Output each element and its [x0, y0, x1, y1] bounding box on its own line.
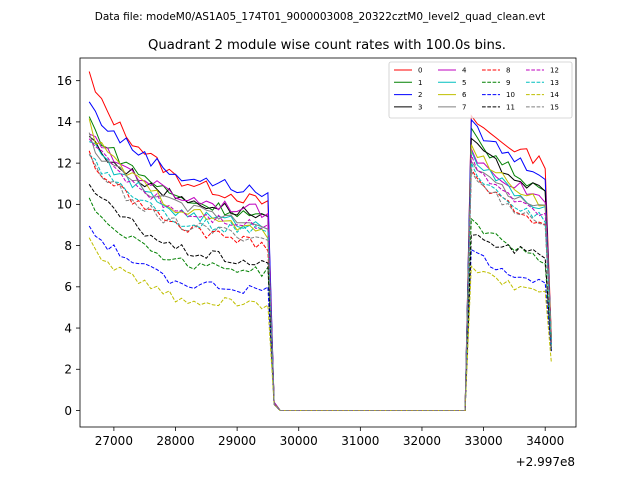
x-tick-label: 31000 — [341, 434, 379, 448]
legend-label-8: 8 — [506, 67, 510, 75]
legend-label-12: 12 — [550, 67, 559, 75]
legend-label-2: 2 — [418, 91, 422, 99]
x-tick-label: 27000 — [95, 434, 133, 448]
y-tick-label: 2 — [64, 363, 72, 377]
y-tick-label: 8 — [64, 239, 72, 253]
legend-label-9: 9 — [506, 79, 510, 87]
legend-frame — [388, 61, 573, 119]
legend-label-5: 5 — [462, 79, 466, 87]
legend-label-3: 3 — [418, 104, 422, 112]
legend-label-4: 4 — [462, 67, 467, 75]
x-tick-label: 28000 — [156, 434, 194, 448]
figure-suptitle: Data file: modeM0/AS1A05_174T01_90000030… — [95, 11, 546, 23]
y-tick-label: 16 — [57, 74, 72, 88]
legend-label-10: 10 — [506, 91, 515, 99]
legend-label-6: 6 — [462, 91, 467, 99]
series-line-15 — [88, 153, 552, 411]
legend-label-11: 11 — [506, 104, 515, 112]
x-tick-label: 32000 — [403, 434, 441, 448]
series-line-13 — [88, 154, 552, 411]
x-tick-label: 34000 — [526, 434, 564, 448]
legend-label-14: 14 — [550, 91, 559, 99]
plot-area — [80, 58, 576, 427]
x-tick-label: 29000 — [218, 434, 256, 448]
legend-label-15: 15 — [550, 104, 559, 112]
y-tick-label: 6 — [64, 280, 72, 294]
x-offset-text: +2.997e8 — [516, 455, 575, 469]
x-tick-label: 33000 — [464, 434, 502, 448]
legend-label-0: 0 — [418, 67, 422, 75]
y-tick-label: 4 — [64, 321, 72, 335]
x-tick-label: 30000 — [280, 434, 318, 448]
axes-frame — [79, 57, 577, 428]
legend-label-13: 13 — [550, 79, 559, 87]
y-tick-label: 10 — [57, 198, 72, 212]
y-tick-label: 0 — [64, 404, 72, 418]
series-layer — [88, 71, 552, 411]
series-line-14 — [88, 237, 552, 411]
y-tick-label: 14 — [57, 115, 72, 129]
legend-label-1: 1 — [418, 79, 422, 87]
legend-label-7: 7 — [462, 104, 466, 112]
x-axis: 27000 28000 29000 30000 31000 32000 33000 34000 — [95, 427, 564, 448]
y-tick-label: 12 — [57, 156, 72, 170]
chart-title: Quadrant 2 module wise count rates with … — [148, 38, 506, 53]
y-axis: 0 2 4 6 8 10 12 14 16 — [57, 74, 80, 418]
